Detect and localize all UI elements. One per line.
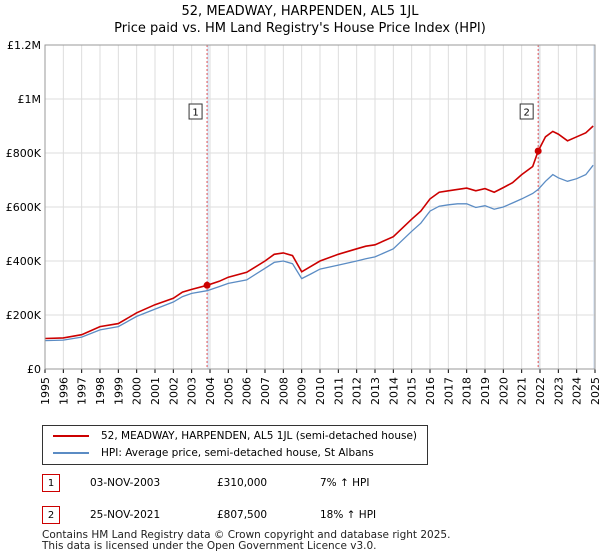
x-tick-label: 2021 bbox=[516, 377, 529, 405]
transaction-number-badge: 2 bbox=[42, 506, 60, 524]
x-tick-label: 2015 bbox=[406, 377, 419, 405]
x-tick-label: 1996 bbox=[57, 377, 70, 405]
y-tick-label: £200K bbox=[6, 309, 42, 322]
x-tick-label: 2018 bbox=[461, 377, 474, 405]
transaction-date: 03-NOV-2003 bbox=[90, 477, 161, 489]
x-tick-label: 2020 bbox=[497, 377, 510, 405]
legend-item-hpi: HPI: Average price, semi-detached house,… bbox=[43, 445, 374, 461]
transaction-date: 25-NOV-2021 bbox=[90, 509, 161, 521]
legend-item-property: 52, MEADWAY, HARPENDEN, AL5 1JL (semi-de… bbox=[43, 428, 417, 444]
footer-line-2: This data is licensed under the Open Gov… bbox=[42, 540, 377, 552]
x-tick-label: 2017 bbox=[442, 377, 455, 405]
x-tick-label: 1995 bbox=[39, 377, 52, 405]
x-tick-label: 1997 bbox=[76, 377, 89, 405]
chart-title-line2: Price paid vs. HM Land Registry's House … bbox=[114, 21, 486, 36]
y-tick-label: £0 bbox=[27, 363, 41, 376]
transaction-price: £310,000 bbox=[217, 477, 268, 489]
transaction-number-badge: 1 bbox=[42, 474, 60, 492]
legend-swatch-property bbox=[53, 435, 89, 437]
x-tick-label: 2019 bbox=[479, 377, 492, 405]
transaction-hpi-change: 18% ↑ HPI bbox=[320, 509, 377, 521]
transaction-hpi-change: 7% ↑ HPI bbox=[320, 477, 370, 489]
y-tick-label: £1M bbox=[18, 93, 42, 106]
sale-point bbox=[203, 281, 211, 289]
chart-title-line1: 52, MEADWAY, HARPENDEN, AL5 1JL bbox=[181, 4, 419, 19]
sale-marker-badge bbox=[188, 103, 203, 120]
sale-marker-badge bbox=[519, 103, 534, 120]
series-line-hpi bbox=[44, 164, 594, 342]
x-tick-label: 2010 bbox=[314, 377, 327, 405]
legend-swatch-hpi bbox=[53, 452, 89, 454]
x-tick-label: 2013 bbox=[369, 377, 382, 405]
x-tick-label: 2022 bbox=[534, 377, 547, 405]
y-tick-label: £400K bbox=[6, 255, 42, 268]
x-tick-label: 2014 bbox=[387, 377, 400, 405]
sale-point bbox=[534, 147, 542, 155]
x-tick-label: 2012 bbox=[351, 377, 364, 405]
x-tick-label: 2006 bbox=[241, 377, 254, 405]
sale-marker-label: 1 bbox=[192, 108, 198, 119]
transaction-row: 1 03-NOV-2003 £310,000 7% ↑ HPI bbox=[42, 474, 562, 494]
footer-attribution: Contains HM Land Registry data © Crown c… bbox=[42, 530, 450, 552]
price-chart: £0 £200K £400K £600K £800K £1M £1.2M 1995 1996 19… bbox=[6, 39, 600, 405]
x-tick-label: 2007 bbox=[259, 377, 272, 405]
y-tick-label: £1.2M bbox=[7, 39, 41, 52]
plot-border bbox=[44, 44, 596, 370]
sale-marker-label: 2 bbox=[523, 108, 529, 119]
legend-label-property: 52, MEADWAY, HARPENDEN, AL5 1JL (semi-de… bbox=[101, 430, 418, 442]
x-tick-label: 2004 bbox=[204, 377, 217, 405]
series-line-property bbox=[44, 125, 594, 340]
legend-label-hpi: HPI: Average price, semi-detached house,… bbox=[101, 447, 374, 459]
x-tick-label: 2011 bbox=[332, 377, 345, 405]
x-tick-label: 2000 bbox=[131, 377, 144, 405]
x-tick-label: 2008 bbox=[277, 377, 290, 405]
transaction-row: 2 25-NOV-2021 £807,500 18% ↑ HPI bbox=[42, 506, 562, 526]
footer-line-1: Contains HM Land Registry data © Crown c… bbox=[42, 529, 451, 541]
x-tick-label: 2016 bbox=[424, 377, 437, 405]
x-tick-label: 1999 bbox=[112, 377, 125, 405]
x-tick-label: 2023 bbox=[552, 377, 565, 405]
transaction-price: £807,500 bbox=[217, 509, 268, 521]
legend: 52, MEADWAY, HARPENDEN, AL5 1JL (semi-de… bbox=[42, 425, 428, 465]
x-tick-label: 2005 bbox=[222, 377, 235, 405]
x-tick-label: 2009 bbox=[296, 377, 309, 405]
x-tick-label: 2024 bbox=[571, 377, 584, 405]
x-tick-label: 2025 bbox=[589, 377, 600, 405]
x-tick-label: 1998 bbox=[94, 377, 107, 405]
y-tick-label: £600K bbox=[6, 201, 42, 214]
y-tick-label: £800K bbox=[6, 147, 42, 160]
x-tick-label: 2001 bbox=[149, 377, 162, 405]
x-tick-label: 2002 bbox=[167, 377, 180, 405]
x-tick-label: 2003 bbox=[186, 377, 199, 405]
